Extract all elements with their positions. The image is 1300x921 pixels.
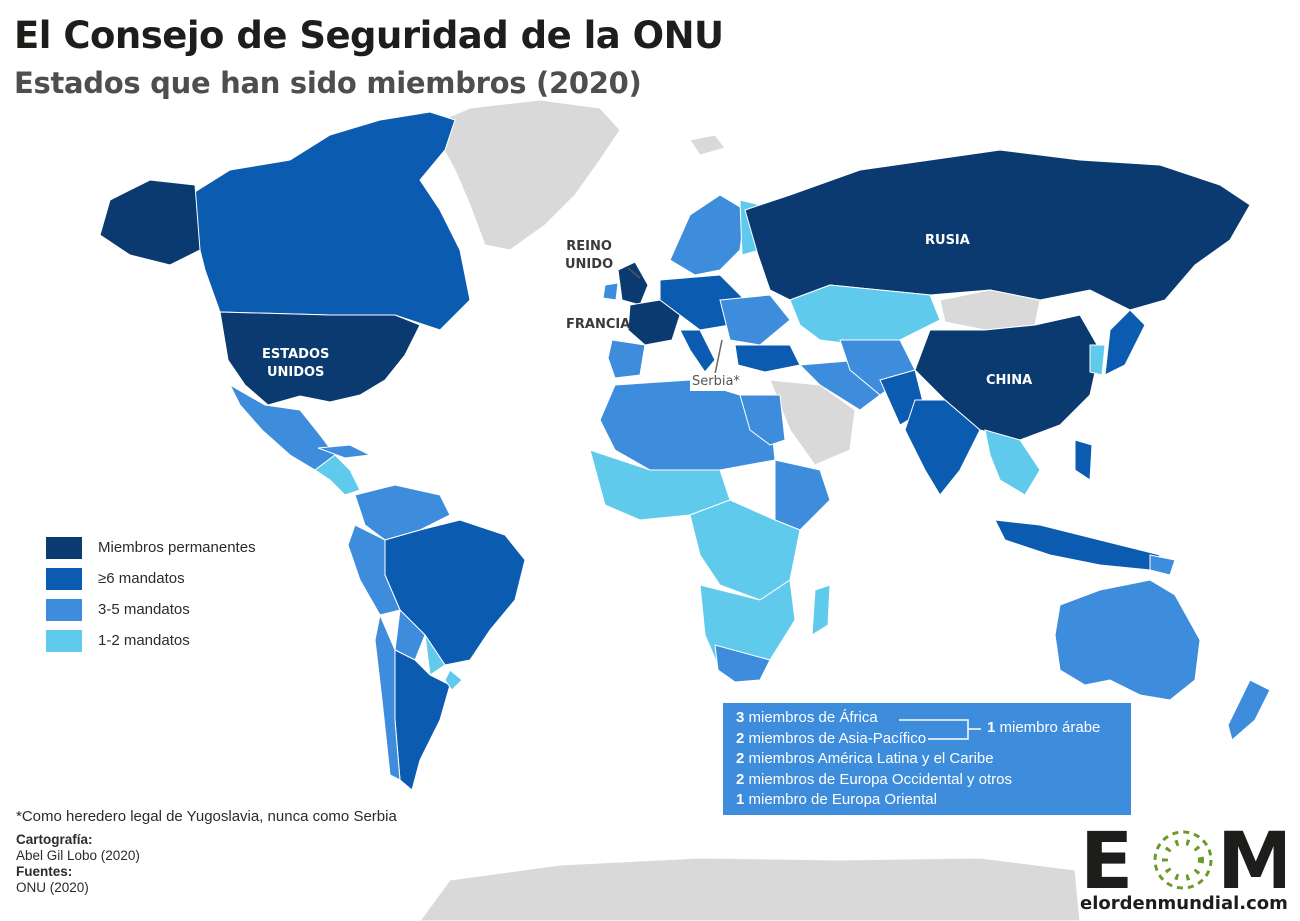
cartography-value: Abel Gil Lobo (2020) xyxy=(16,848,140,863)
legend-swatch xyxy=(46,598,82,621)
paraguay xyxy=(424,634,446,676)
label-rusia: RUSIA xyxy=(925,233,970,248)
colombia-venezuela xyxy=(354,484,451,541)
seat-distribution-box: 3 miembros de África 2 miembros de Asia-… xyxy=(723,703,1131,815)
antarctica xyxy=(419,857,1081,921)
seat-row-western-europe: 2 miembros de Europa Occidental y otros xyxy=(736,770,1012,788)
peru xyxy=(347,524,401,616)
chile xyxy=(374,613,401,781)
philippines xyxy=(1074,439,1093,481)
new-zealand xyxy=(1227,679,1271,741)
svg-text:M: M xyxy=(1217,818,1285,907)
logo-url: elordenmundial.com xyxy=(1080,893,1288,914)
se-asia xyxy=(984,429,1041,496)
seat-row-asia-pacific: 2 miembros de Asia-Pacífico xyxy=(736,729,927,747)
label-serbia: Serbia* xyxy=(690,373,742,391)
russia xyxy=(744,149,1251,311)
eom-logo: E M xyxy=(1080,818,1285,907)
uk xyxy=(617,261,649,306)
map-title: El Consejo de Seguridad de la ONU xyxy=(14,14,724,57)
ireland xyxy=(602,282,619,301)
south-africa xyxy=(714,644,771,683)
legend-swatch xyxy=(46,567,82,590)
alaska xyxy=(99,179,201,266)
india xyxy=(904,399,981,496)
legend-item-permanent: Miembros permanentes xyxy=(46,532,256,563)
serbia-label-leader xyxy=(714,339,723,375)
legend-item-six-plus: ≥6 mandatos xyxy=(46,563,256,594)
korea xyxy=(1089,344,1106,376)
eastern-europe xyxy=(719,294,791,346)
label-china: CHINA xyxy=(986,373,1033,388)
legend-label: Miembros permanentes xyxy=(98,539,256,556)
legend-label: 3-5 mandatos xyxy=(98,601,190,618)
iberia xyxy=(607,339,646,379)
arab-seat-bracket xyxy=(899,719,981,740)
madagascar xyxy=(811,584,831,636)
legend-item-one-two: 1-2 mandatos xyxy=(46,625,256,656)
cartography-label: Cartografía: xyxy=(16,832,93,847)
map-subtitle: Estados que han sido miembros (2020) xyxy=(14,66,642,100)
footnote: *Como heredero legal de Yugoslavia, nunc… xyxy=(16,808,397,825)
australia xyxy=(1054,579,1201,701)
scandinavia xyxy=(669,194,746,276)
legend-label: ≥6 mandatos xyxy=(98,570,185,587)
sources-value: ONU (2020) xyxy=(16,880,89,895)
svalbard xyxy=(689,134,726,156)
china xyxy=(914,314,1101,441)
egypt xyxy=(739,394,786,446)
uruguay xyxy=(444,669,463,691)
png xyxy=(1149,554,1176,576)
indonesia xyxy=(994,519,1161,571)
seat-row-africa: 3 miembros de África xyxy=(736,709,878,726)
usa xyxy=(219,311,421,406)
central-america xyxy=(314,454,361,496)
arab-seat-note: 1 miembro árabe xyxy=(987,719,1101,736)
sources-label: Fuentes: xyxy=(16,864,73,879)
label-reino-unido: REINO UNIDO xyxy=(565,239,614,272)
uk-label-leader xyxy=(627,267,641,279)
kazakhstan xyxy=(789,284,941,346)
legend: Miembros permanentes ≥6 mandatos 3-5 man… xyxy=(46,532,256,656)
turkey xyxy=(734,344,801,373)
svg-text:E: E xyxy=(1080,818,1133,907)
seat-row-latin-america: 2 miembros América Latina y el Caribe xyxy=(736,750,994,767)
legend-swatch xyxy=(46,629,82,652)
legend-item-three-five: 3-5 mandatos xyxy=(46,594,256,625)
label-francia: FRANCIA xyxy=(566,317,631,332)
canada xyxy=(189,111,471,331)
label-estados-unidos: ESTADOS UNIDOS xyxy=(262,347,330,380)
legend-label: 1-2 mandatos xyxy=(98,632,190,649)
seat-row-eastern-europe: 1 miembro de Europa Oriental xyxy=(736,791,937,808)
credits: Cartografía: Abel Gil Lobo (2020) Fuente… xyxy=(16,832,140,896)
japan xyxy=(1104,309,1146,376)
argentina xyxy=(394,649,451,791)
legend-swatch xyxy=(46,536,82,559)
east-africa xyxy=(774,459,831,531)
greenland xyxy=(429,99,621,251)
cuba xyxy=(317,444,372,459)
italy xyxy=(679,329,716,373)
